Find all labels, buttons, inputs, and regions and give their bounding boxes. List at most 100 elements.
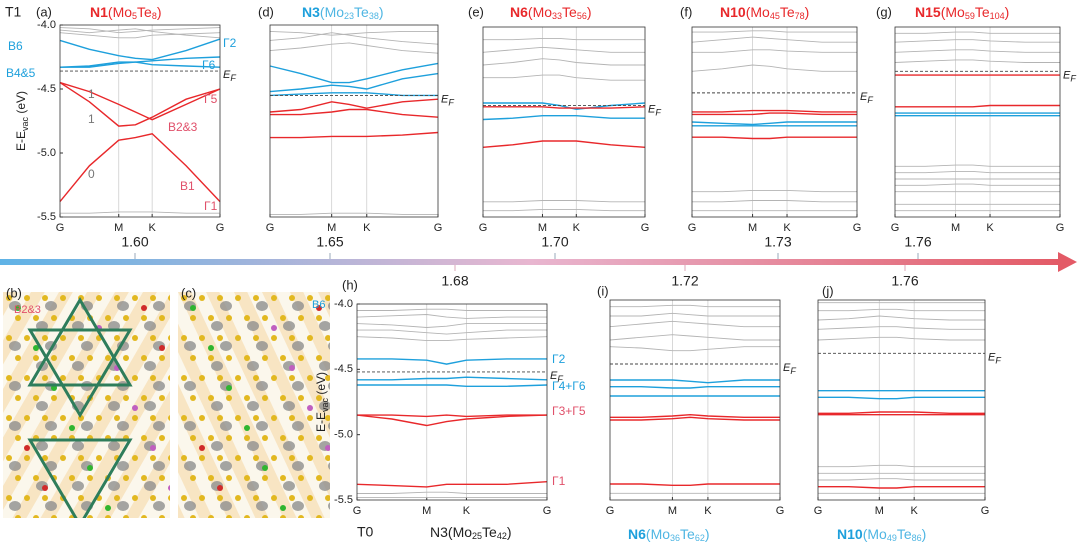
atom-te <box>217 295 223 301</box>
atom-te <box>150 495 156 501</box>
atom-te <box>262 395 268 401</box>
panel-letter: (d) <box>258 4 274 19</box>
y-tick-label: -5.5 <box>334 494 353 506</box>
orbital <box>256 381 268 391</box>
atom-te <box>132 455 138 461</box>
y-tick-label: -5.0 <box>37 147 56 159</box>
text-part: Te <box>137 4 152 20</box>
plot-frame <box>609 299 781 501</box>
band <box>59 133 221 203</box>
band <box>357 358 547 365</box>
atom-te <box>33 515 39 518</box>
atom-te <box>24 335 30 341</box>
chart-title: N3(Mo25Te42) <box>430 524 512 542</box>
atom-te <box>42 335 48 341</box>
atom-te <box>280 475 286 481</box>
text-part: 25 <box>472 531 482 541</box>
orbital <box>144 401 156 411</box>
orbital <box>328 462 330 470</box>
title-label: N3 <box>302 4 320 20</box>
fermi-label: EF <box>648 103 661 117</box>
atom-te <box>199 415 205 421</box>
band <box>610 413 780 418</box>
band <box>269 32 439 45</box>
band <box>356 314 547 319</box>
atom-te <box>24 495 30 501</box>
atom-te <box>15 355 21 361</box>
stripe <box>122 292 170 518</box>
atom-te <box>105 315 111 321</box>
band <box>483 200 645 203</box>
atom-te <box>190 435 196 441</box>
scale-label: 1.72 <box>671 273 698 289</box>
scale-label: 1.68 <box>441 273 468 289</box>
band <box>818 396 985 400</box>
text-part: 49 <box>887 533 897 543</box>
atom-te <box>33 355 39 361</box>
band <box>895 164 1060 167</box>
panel-letter: (f) <box>680 4 692 19</box>
atom-te <box>159 315 165 321</box>
atom-te <box>199 375 205 381</box>
chart-title: N15(Mo59Te104) <box>915 4 1009 22</box>
orbital <box>211 401 223 411</box>
band <box>895 170 1060 174</box>
orbital <box>117 421 129 431</box>
orbital <box>328 382 330 390</box>
text-part: 42 <box>497 531 507 541</box>
atom-te <box>325 375 330 381</box>
band <box>894 59 1060 63</box>
atom-te <box>316 315 322 321</box>
atom-te <box>298 315 304 321</box>
stripe <box>38 292 170 518</box>
atom-te <box>235 375 241 381</box>
band <box>610 379 780 384</box>
atom-te <box>226 315 232 321</box>
text-part: (Mo <box>646 526 670 542</box>
atom-te <box>150 455 156 461</box>
y-tick-label: -4.5 <box>37 83 56 95</box>
x-tick-label: M <box>668 505 677 517</box>
orbital <box>184 421 196 431</box>
annotation: Γ5 <box>204 92 218 106</box>
text-part: ) <box>922 526 927 542</box>
atom-te <box>181 495 187 501</box>
atom-te <box>33 315 39 321</box>
text-part: ) <box>705 526 710 542</box>
atom-te <box>262 435 268 441</box>
band <box>269 30 438 36</box>
orbital <box>328 422 330 430</box>
scale-label: 1.65 <box>316 234 343 250</box>
atom-te <box>159 435 165 441</box>
band <box>357 414 547 418</box>
text-part: ) <box>587 4 592 20</box>
chart-title: N10(Mo49Te86) <box>837 526 926 544</box>
atom-te <box>114 295 120 301</box>
text-part: 62 <box>695 533 705 543</box>
chart-title: N3(Mo23Te38) <box>302 4 384 22</box>
text-part: F <box>557 374 563 384</box>
text-part: F <box>867 95 873 105</box>
atom-te <box>105 515 111 518</box>
atom-te <box>289 415 295 421</box>
atom-te <box>132 335 138 341</box>
atom-te <box>280 395 286 401</box>
atom-mo <box>24 445 30 451</box>
atom-te <box>69 475 75 481</box>
band <box>270 212 438 215</box>
structure-image <box>178 292 330 518</box>
band <box>610 483 780 486</box>
x-tick-label: M <box>422 505 431 517</box>
text-part: (Mo <box>448 524 472 540</box>
atom-te <box>235 455 241 461</box>
orbital <box>292 341 304 351</box>
annotation: B6 <box>8 39 23 53</box>
atom-te <box>96 295 102 301</box>
atom-te <box>262 515 268 518</box>
band <box>691 36 857 43</box>
atom-te <box>141 395 147 401</box>
x-tick-label: G <box>776 505 785 517</box>
chart-title: N10(Mo45Te78) <box>720 4 809 22</box>
band <box>483 106 646 109</box>
text-part: E <box>988 351 996 363</box>
